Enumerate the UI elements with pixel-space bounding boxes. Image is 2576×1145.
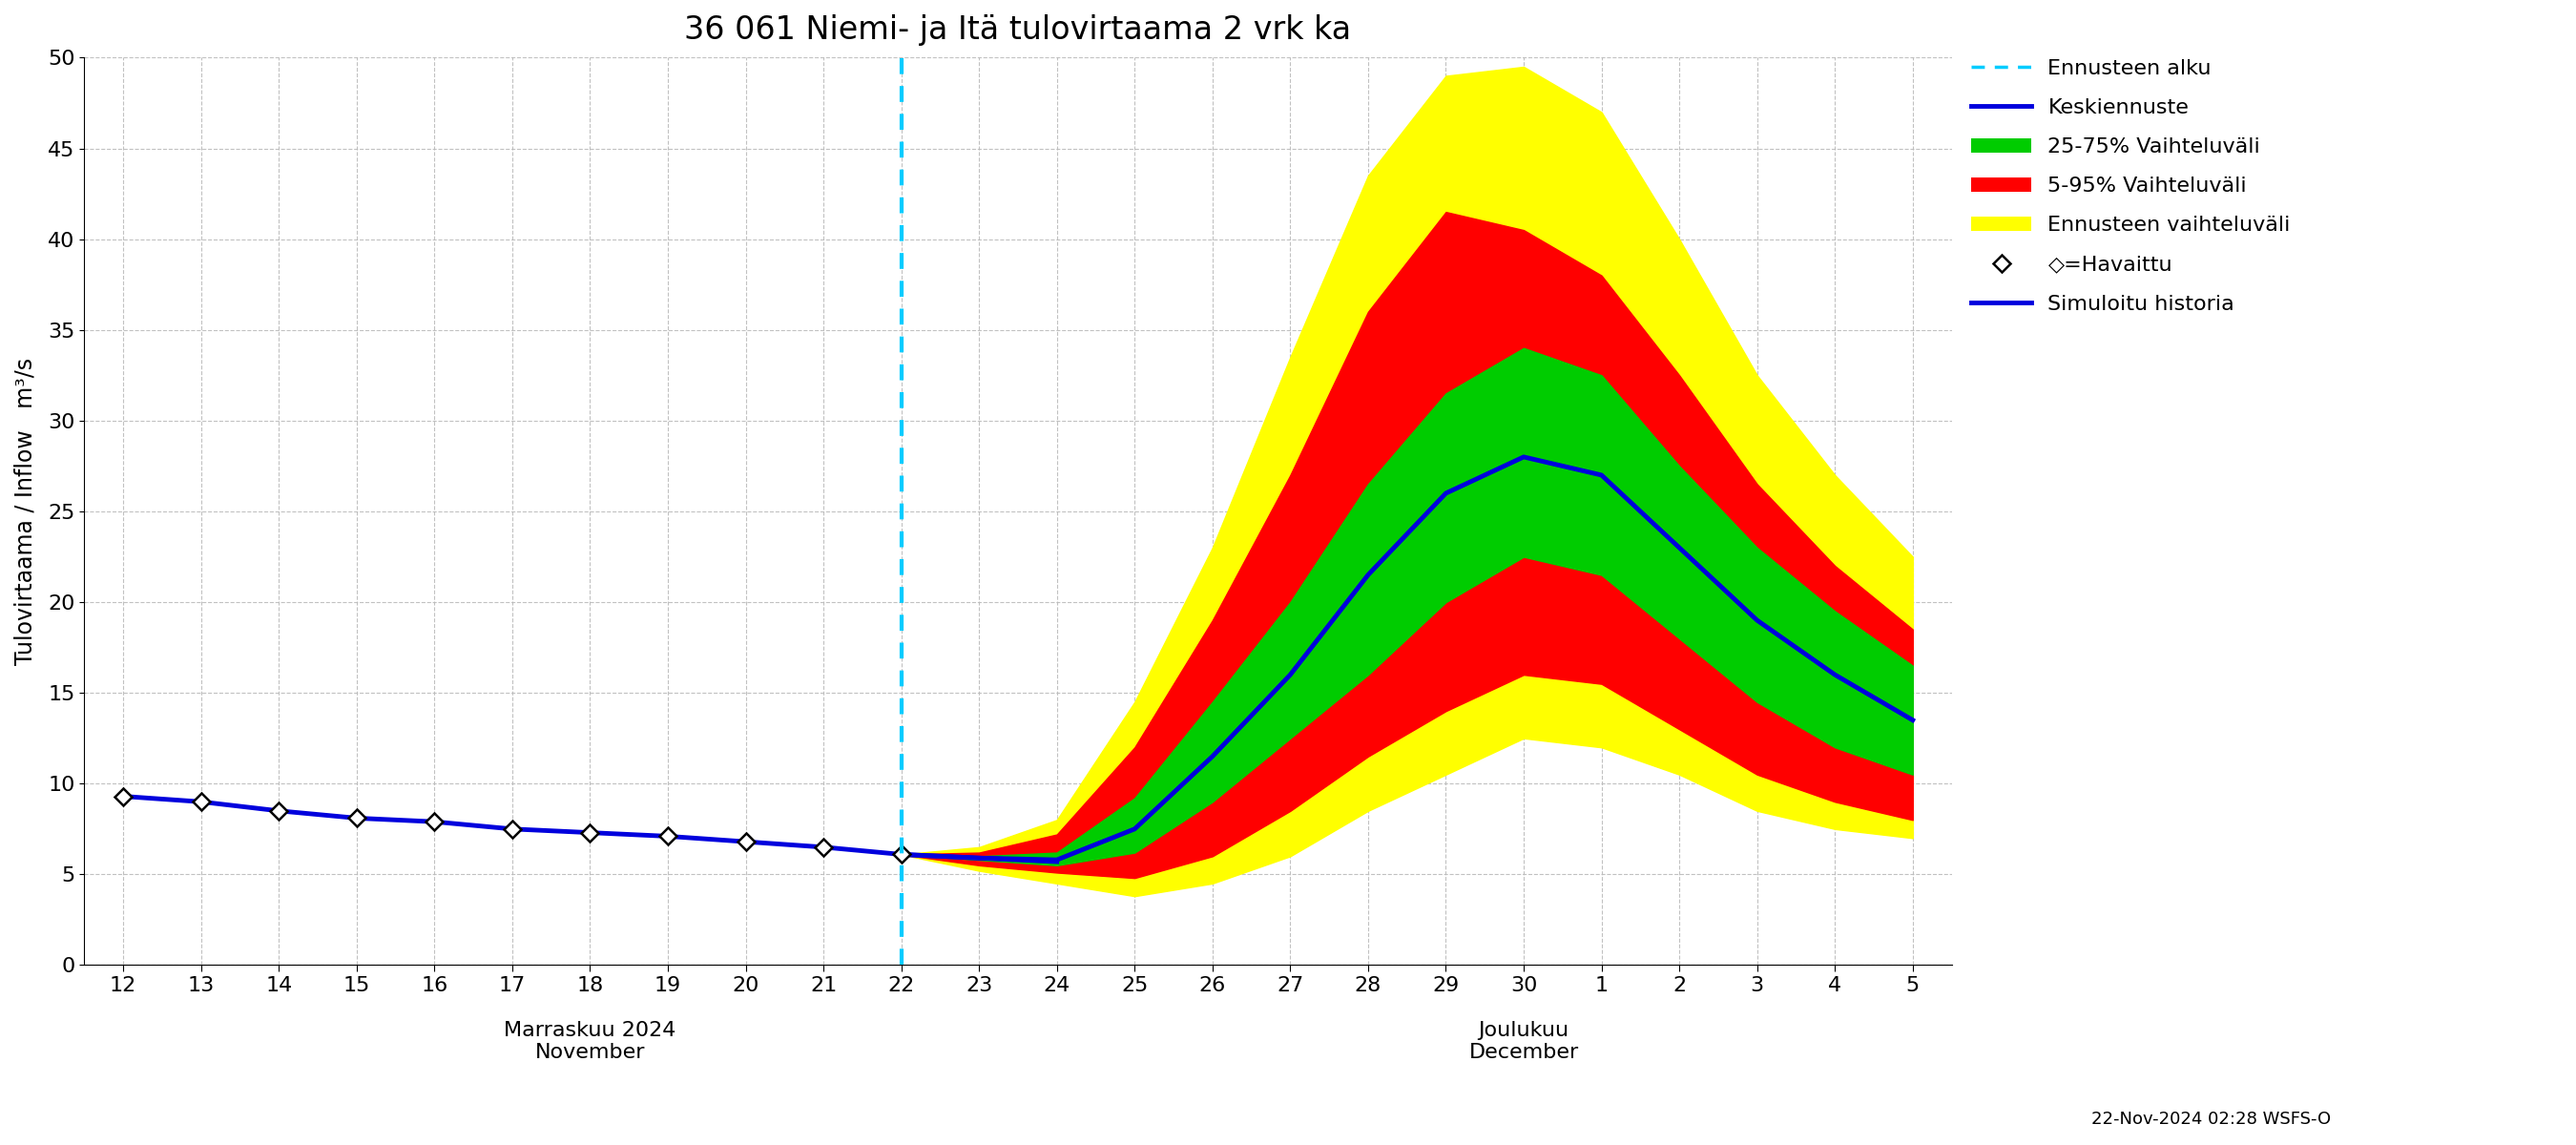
Y-axis label: Tulovirtaama / Inflow   m³/s: Tulovirtaama / Inflow m³/s: [15, 357, 36, 665]
Title: 36 061 Niemi- ja Itä tulovirtaama 2 vrk ka: 36 061 Niemi- ja Itä tulovirtaama 2 vrk …: [685, 14, 1352, 46]
Text: 22-Nov-2024 02:28 WSFS-O: 22-Nov-2024 02:28 WSFS-O: [2092, 1111, 2331, 1128]
Text: Joulukuu
December: Joulukuu December: [1468, 1021, 1579, 1063]
Text: Marraskuu 2024
November: Marraskuu 2024 November: [505, 1021, 675, 1063]
Legend: Ennusteen alku, Keskiennuste, 25-75% Vaihteluväli, 5-95% Vaihteluväli, Ennusteen: Ennusteen alku, Keskiennuste, 25-75% Vai…: [1971, 60, 2290, 314]
